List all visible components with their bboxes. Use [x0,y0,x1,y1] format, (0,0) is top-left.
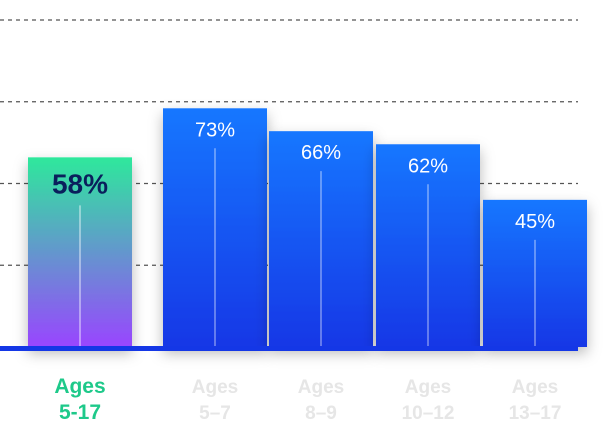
value-label-1: 73% [195,119,235,141]
x-axis-baseline [0,346,578,351]
value-label-4: 45% [515,211,555,233]
category-label-1: Ages 5–7 [192,377,238,424]
bars [28,108,587,347]
bar-4 [483,199,587,347]
value-label-3: 62% [408,155,448,177]
labels: 58% Ages 5-17 73% Ages 5–7 66% Ages 8–9 62% Ages 10… [52,119,561,424]
bar-2 [269,131,373,347]
value-label-0: 58% [52,168,108,199]
category-label-2: Ages 8–9 [298,377,344,424]
category-label-3: Ages 10–12 [402,377,455,424]
category-label-0: Ages 5-17 [54,375,105,424]
bar-3 [376,144,480,347]
baseline [0,346,578,351]
category-label-4: Ages 13–17 [509,377,562,424]
bar-1 [163,108,267,347]
value-label-2: 66% [301,142,341,164]
